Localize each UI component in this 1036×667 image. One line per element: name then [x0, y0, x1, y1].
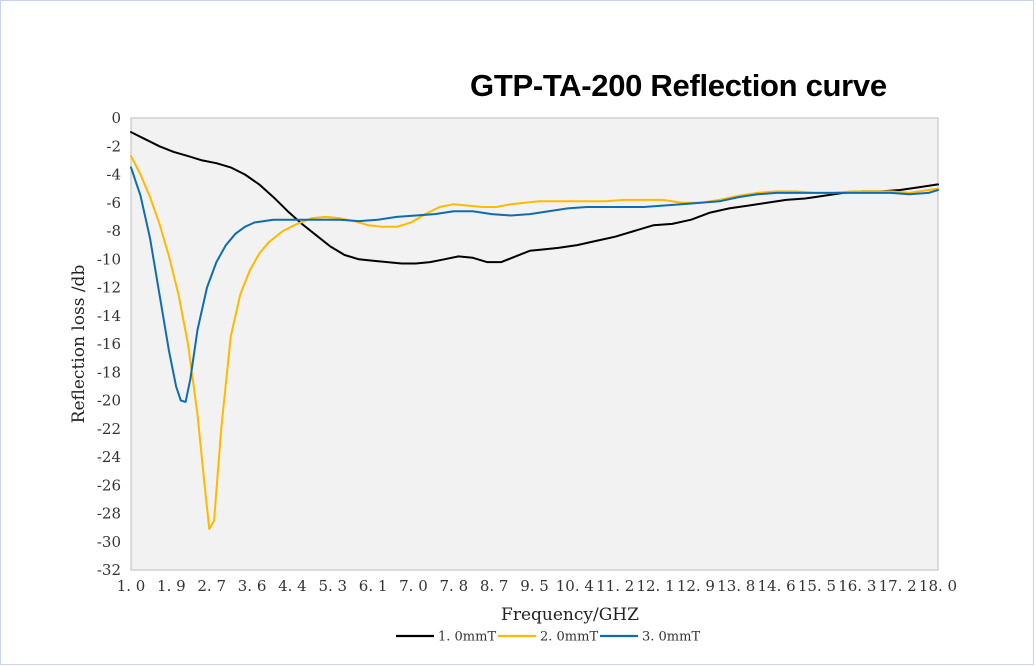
y-tick-label: -32	[97, 561, 121, 579]
y-tick-label: -26	[97, 476, 121, 494]
y-tick-label: -18	[97, 363, 121, 381]
x-tick-label: 7. 8	[439, 577, 468, 595]
x-tick-label: 2. 7	[197, 577, 226, 595]
x-tick-label: 16. 3	[838, 577, 876, 595]
x-tick-label: 10. 4	[556, 577, 594, 595]
y-tick-label: -20	[97, 392, 121, 410]
legend-label: 1. 0mmT	[438, 630, 496, 645]
y-tick-label: -10	[97, 250, 121, 268]
y-tick-label: -30	[97, 533, 121, 551]
x-tick-label: 14. 6	[758, 577, 796, 595]
y-tick-label: -16	[97, 335, 121, 353]
y-tick-label: 0	[111, 109, 121, 127]
legend-label: 3. 0mmT	[642, 630, 700, 645]
x-tick-label: 13. 8	[717, 577, 755, 595]
x-tick-label: 1. 9	[157, 577, 186, 595]
y-axis-label: Reflection loss /db	[69, 265, 89, 424]
x-tick-label: 15. 5	[798, 577, 836, 595]
x-tick-label: 9. 5	[520, 577, 549, 595]
series-line-1	[130, 131, 939, 265]
y-tick-label: -2	[106, 137, 121, 155]
x-tick-label: 12. 9	[677, 577, 715, 595]
x-tick-label: 11. 2	[596, 577, 634, 595]
y-tick-label: -12	[97, 279, 121, 297]
y-tick-label: -8	[106, 222, 121, 240]
y-tick-label: -6	[106, 194, 121, 212]
y-tick-label: -4	[106, 166, 121, 184]
series-line-3	[130, 166, 939, 403]
x-tick-label: 17. 2	[879, 577, 917, 595]
y-tick-label: -22	[97, 420, 121, 438]
x-tick-label: 12. 1	[636, 577, 674, 595]
y-tick-label: -24	[97, 448, 121, 466]
x-tick-label: 6. 1	[359, 577, 388, 595]
series-line-2	[130, 155, 939, 530]
plot-area	[130, 117, 939, 571]
x-tick-label: 1. 0	[117, 577, 146, 595]
x-tick-label: 8. 7	[480, 577, 509, 595]
x-tick-label: 18. 0	[919, 577, 957, 595]
x-tick-label: 5. 3	[318, 577, 347, 595]
x-tick-label: 3. 6	[238, 577, 267, 595]
x-axis-label: Frequency/GHZ	[501, 605, 639, 625]
y-tick-label: -14	[97, 307, 121, 325]
x-tick-label: 7. 0	[399, 577, 428, 595]
x-tick-label: 4. 4	[278, 577, 307, 595]
chart-title: GTP-TA-200 Reflection curve	[470, 68, 887, 103]
legend-label: 2. 0mmT	[540, 630, 598, 645]
y-tick-label: -28	[97, 505, 121, 523]
